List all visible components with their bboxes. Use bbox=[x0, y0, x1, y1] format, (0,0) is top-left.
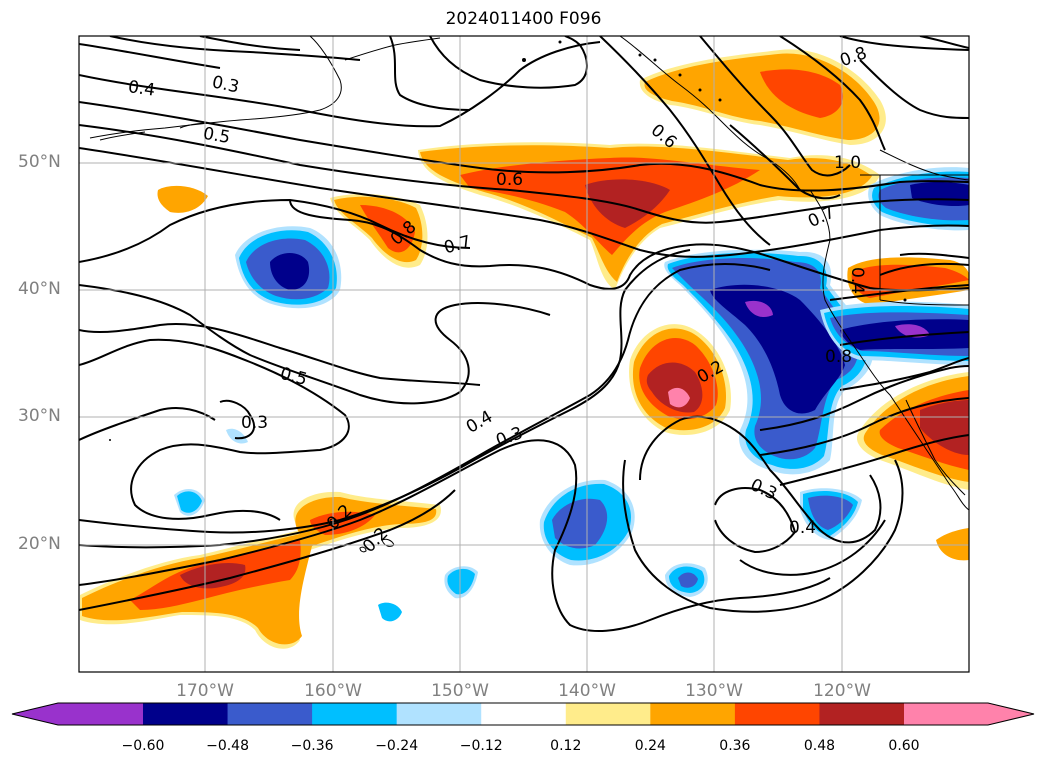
colorbar-segment bbox=[904, 703, 989, 725]
contour-label: 0.8 bbox=[825, 347, 852, 367]
colorbar-tick-label: −0.60 bbox=[121, 738, 165, 754]
colorbar-tick-label: 0.12 bbox=[550, 738, 582, 754]
colorbar-tick-label: 0.60 bbox=[888, 738, 920, 754]
colorbar-segment bbox=[734, 703, 820, 725]
negative-anomaly-west bbox=[174, 226, 342, 516]
contour-label: 0.4 bbox=[127, 77, 157, 101]
lat-label-30n: 30°N bbox=[18, 406, 61, 426]
lon-label-170w: 170°W bbox=[176, 681, 234, 701]
lat-label-50n: 50°N bbox=[18, 152, 61, 172]
lon-label-140w: 140°W bbox=[558, 681, 616, 701]
colorbar-segment bbox=[58, 703, 144, 725]
colorbar-segment bbox=[396, 703, 482, 725]
islands bbox=[109, 40, 907, 441]
colorbar-tick-label: 0.24 bbox=[634, 738, 666, 754]
contour-lines bbox=[79, 36, 969, 633]
colorbar-tick-label: 0.36 bbox=[719, 738, 751, 754]
colorbar-tick-label: 0.48 bbox=[803, 738, 836, 754]
colorbar-segment bbox=[143, 703, 229, 725]
lon-label-150w: 150°W bbox=[431, 681, 489, 701]
lon-label-130w: 130°W bbox=[685, 681, 743, 701]
colorbar-tick-label: −0.12 bbox=[459, 738, 503, 754]
colorbar-segment bbox=[481, 703, 567, 725]
map-title: 2024011400 F096 bbox=[445, 9, 602, 29]
lon-label-120w: 120°W bbox=[813, 681, 871, 701]
colorbar-segment bbox=[819, 703, 905, 725]
colorbar-segment bbox=[565, 703, 651, 725]
contour-label: 0.6 bbox=[496, 170, 523, 190]
contour-label: 0.4 bbox=[847, 267, 867, 294]
negative-anomaly-east bbox=[664, 167, 969, 540]
colorbar-tick-label: −0.36 bbox=[290, 738, 334, 754]
plot-frame bbox=[78, 35, 970, 673]
colorbar-tick-label: −0.24 bbox=[375, 738, 419, 754]
gridlines bbox=[79, 36, 969, 672]
colorbar-tick-label: −0.48 bbox=[206, 738, 249, 754]
lat-label-20n: 20°N bbox=[18, 534, 61, 554]
lat-label-40n: 40°N bbox=[18, 279, 61, 299]
colorbar bbox=[12, 703, 1034, 725]
positive-anomaly-north bbox=[157, 49, 886, 290]
contour-label: 0.4 bbox=[789, 518, 816, 538]
contour-label: 1.0 bbox=[834, 153, 861, 173]
colorbar-segment bbox=[650, 703, 736, 725]
positive-anomaly-center bbox=[629, 324, 731, 436]
colorbar-outline bbox=[11, 702, 1035, 726]
contour-label: 0.5 bbox=[201, 124, 231, 148]
contour-label: 0.3 bbox=[241, 413, 268, 433]
lon-label-160w: 160°W bbox=[304, 681, 362, 701]
colorbar-segment bbox=[227, 703, 313, 725]
colorbar-segment bbox=[312, 703, 398, 725]
